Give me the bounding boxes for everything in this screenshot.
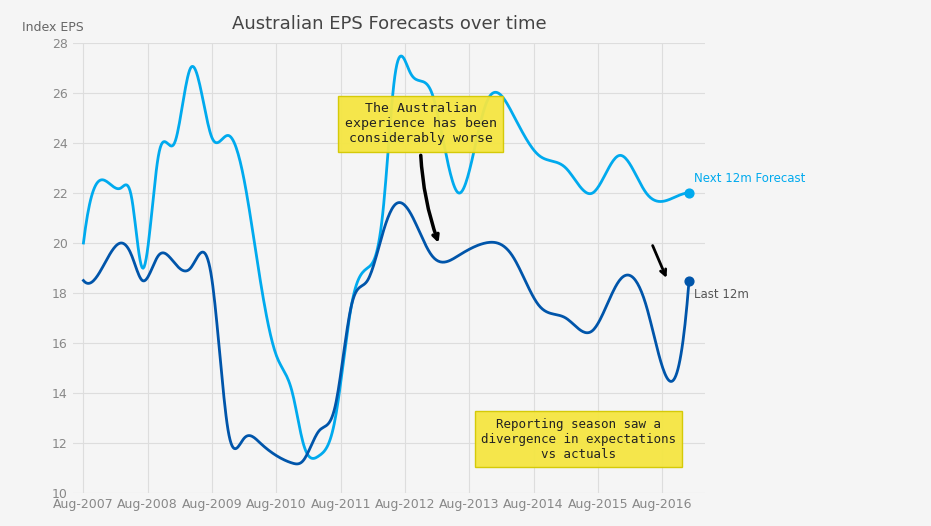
Text: The Australian
experience has been
considerably worse: The Australian experience has been consi… <box>344 103 496 239</box>
Point <box>681 276 696 285</box>
Text: Index EPS: Index EPS <box>22 21 84 34</box>
Title: Australian EPS Forecasts over time: Australian EPS Forecasts over time <box>232 15 546 33</box>
Text: Reporting season saw a
divergence in expectations
vs actuals: Reporting season saw a divergence in exp… <box>481 418 676 461</box>
Text: Last 12m: Last 12m <box>695 288 749 301</box>
Text: Next 12m Forecast: Next 12m Forecast <box>695 173 806 186</box>
Point <box>681 189 696 197</box>
